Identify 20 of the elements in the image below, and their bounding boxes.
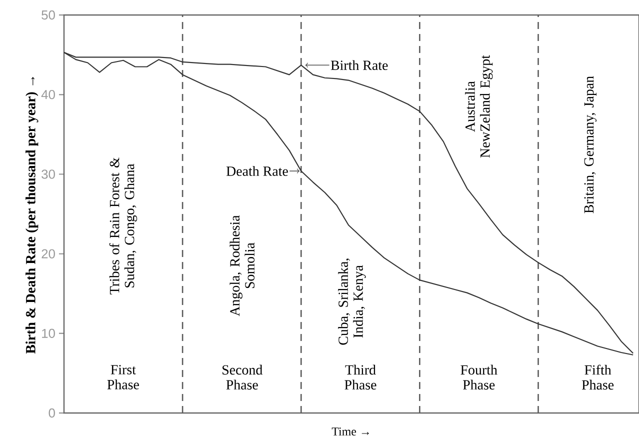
y-tick-label: 40 — [41, 90, 55, 100]
y-tick-label: 0 — [48, 408, 55, 418]
y-tick-label: 30 — [42, 170, 55, 179]
annotation: Birth Rate — [330, 60, 388, 70]
annotation: Angola, Rodhesia Somolia — [230, 215, 255, 316]
annotation: Australia NewZeland Egypt — [465, 55, 493, 158]
annotation: Cuba, Srilanka, India, Kenya — [338, 258, 366, 345]
y-tick-label: 20 — [42, 249, 55, 258]
annotation: Third Phase — [344, 364, 376, 390]
annotation: Fifth Phase — [582, 364, 614, 390]
y-tick-label: 50 — [42, 10, 55, 20]
y-tick-label: 10 — [42, 328, 55, 338]
annotation: Fourth Phase — [460, 364, 498, 390]
y-axis-title: Birth & Death Rate (per thousand per year) → — [26, 76, 38, 354]
annotation: Britain, Germany, Japan — [584, 76, 597, 214]
annotation: Tribes of Rain Forest & Sudan, Congo, Ghana — [109, 157, 138, 294]
annotation: First Phase — [107, 365, 139, 390]
annotation: Second Phase — [222, 364, 262, 390]
annotation: Death Rate — [226, 166, 288, 176]
x-axis-title: Time → — [332, 428, 369, 436]
